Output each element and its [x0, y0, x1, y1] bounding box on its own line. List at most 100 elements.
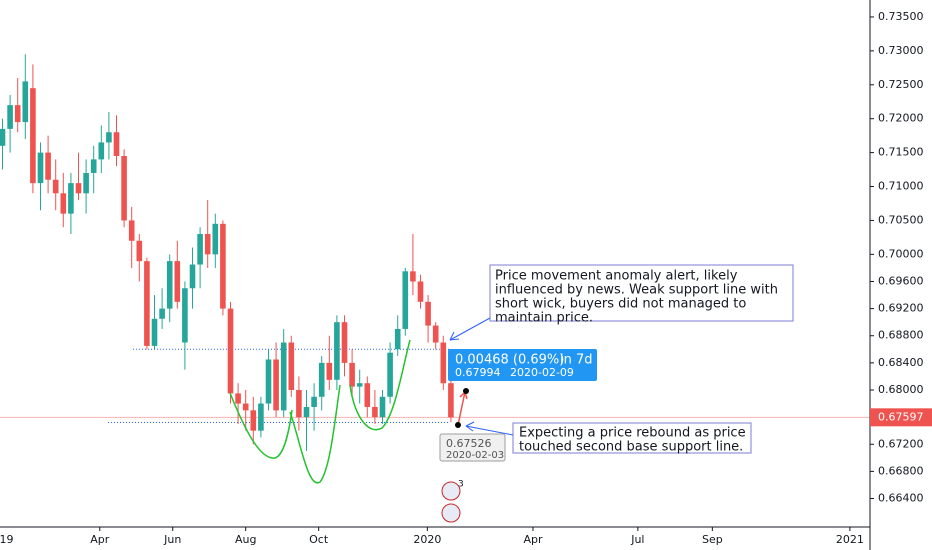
start-price: 0.67526 [446, 437, 492, 450]
callout-box [512, 422, 752, 454]
candle-body [258, 403, 264, 431]
candle-body [0, 128, 6, 146]
candle-body [379, 396, 386, 418]
candle-body [440, 342, 447, 384]
candle-body [182, 288, 188, 343]
candle-body [52, 179, 59, 194]
candle-body [372, 406, 378, 418]
candle-body [136, 240, 143, 262]
y-tick-label: 0.70500 [878, 213, 924, 226]
measure-date: 2020-02-09 [510, 366, 574, 379]
measure-change: 0.00468 (0.69%) [455, 353, 564, 368]
candle-body [273, 359, 279, 411]
event-icon[interactable] [441, 503, 461, 523]
candle-body [121, 155, 127, 221]
candle-body [151, 318, 158, 346]
candle-body [402, 271, 409, 329]
candle-body [349, 362, 355, 387]
callout-line: Price movement anomaly alert, likely [495, 269, 738, 284]
y-tick-label: 0.71500 [878, 146, 924, 159]
anchor-point [463, 388, 469, 394]
candle-body [364, 383, 371, 407]
pattern-curve [229, 392, 293, 459]
callout-pointer [449, 317, 491, 341]
y-tick-label: 0.71000 [878, 180, 924, 193]
y-tick-label: 0.72000 [878, 112, 924, 125]
y-tick-label: 0.68400 [878, 356, 924, 369]
start-box [439, 433, 506, 462]
y-tick-label: 0.70000 [878, 247, 924, 260]
x-tick-label: Jun [163, 533, 181, 546]
plot-area [0, 54, 870, 452]
y-tick-label: 0.66800 [878, 464, 924, 477]
candle-body [197, 233, 203, 265]
candle-body [311, 396, 317, 407]
candle-body [7, 105, 13, 129]
candle-body [280, 342, 287, 411]
pattern-curve [349, 339, 411, 431]
candle-body [98, 142, 105, 160]
candle-body [159, 308, 165, 319]
start-date: 2020-02-03 [446, 450, 504, 461]
candle-body [432, 325, 439, 343]
x-tick-label: Apr [523, 533, 543, 546]
candle-body [417, 281, 424, 302]
callout-line: Expecting a price rebound as price [519, 426, 746, 441]
x-tick-label: Apr [90, 533, 110, 546]
candle-body [22, 81, 29, 123]
candle-body [14, 105, 21, 123]
price-axis [870, 0, 932, 550]
y-tick-label: 0.69600 [878, 274, 924, 287]
y-tick-label: 0.72500 [878, 78, 924, 91]
candle-body [45, 152, 51, 180]
candle-body [387, 352, 393, 397]
x-tick-label: 2020 [413, 533, 441, 546]
candle-body [356, 383, 363, 387]
candle-body [30, 88, 36, 184]
candle-body [144, 261, 150, 346]
callout-pointer [465, 425, 514, 436]
candle-body [318, 362, 325, 397]
candle-body [410, 271, 416, 282]
candle-body [394, 328, 401, 350]
callout-pointer [465, 421, 475, 432]
y-tick-label: 0.68800 [878, 329, 924, 342]
candle-body [341, 322, 348, 363]
anchor-point [455, 422, 461, 428]
x-tick-label: Jul [630, 533, 644, 546]
y-tick-label: 0.67200 [878, 437, 924, 450]
x-tick-label: 2021 [836, 533, 864, 546]
callout-line: influenced by news. Weak support line wi… [495, 283, 778, 298]
callout-line: maintain price. [495, 311, 593, 326]
candle-body [174, 261, 181, 302]
callout-box [489, 264, 794, 322]
candle-body [326, 362, 333, 380]
candle-body [128, 220, 135, 241]
candle-body [113, 132, 120, 156]
y-tick-label: 0.69200 [878, 302, 924, 315]
candle-body [204, 233, 211, 255]
callout-pointer [449, 331, 460, 341]
pattern-curve [289, 384, 341, 484]
candle-body [75, 183, 82, 194]
x-tick-label: 2019 [0, 533, 13, 546]
candle-body [250, 410, 257, 431]
measure-span: in 7d [560, 353, 593, 368]
candle-body [189, 264, 196, 289]
x-tick-label: Oct [309, 533, 329, 546]
candle-body [68, 183, 74, 214]
y-tick-label: 0.66400 [878, 492, 924, 505]
candle-body [288, 342, 295, 390]
candle-body [60, 193, 67, 214]
event-icon[interactable] [441, 481, 461, 501]
candle-body [235, 393, 241, 404]
measure-price: 0.67994 [455, 366, 501, 379]
candle-body [227, 308, 234, 394]
candle-body [296, 389, 302, 418]
measure-box [448, 349, 597, 381]
y-tick-label: 0.73500 [878, 10, 924, 23]
candle-body [448, 383, 454, 418]
callout-text: Price movement anomaly alert, likelyinfl… [495, 269, 778, 326]
candle-body [106, 132, 112, 143]
